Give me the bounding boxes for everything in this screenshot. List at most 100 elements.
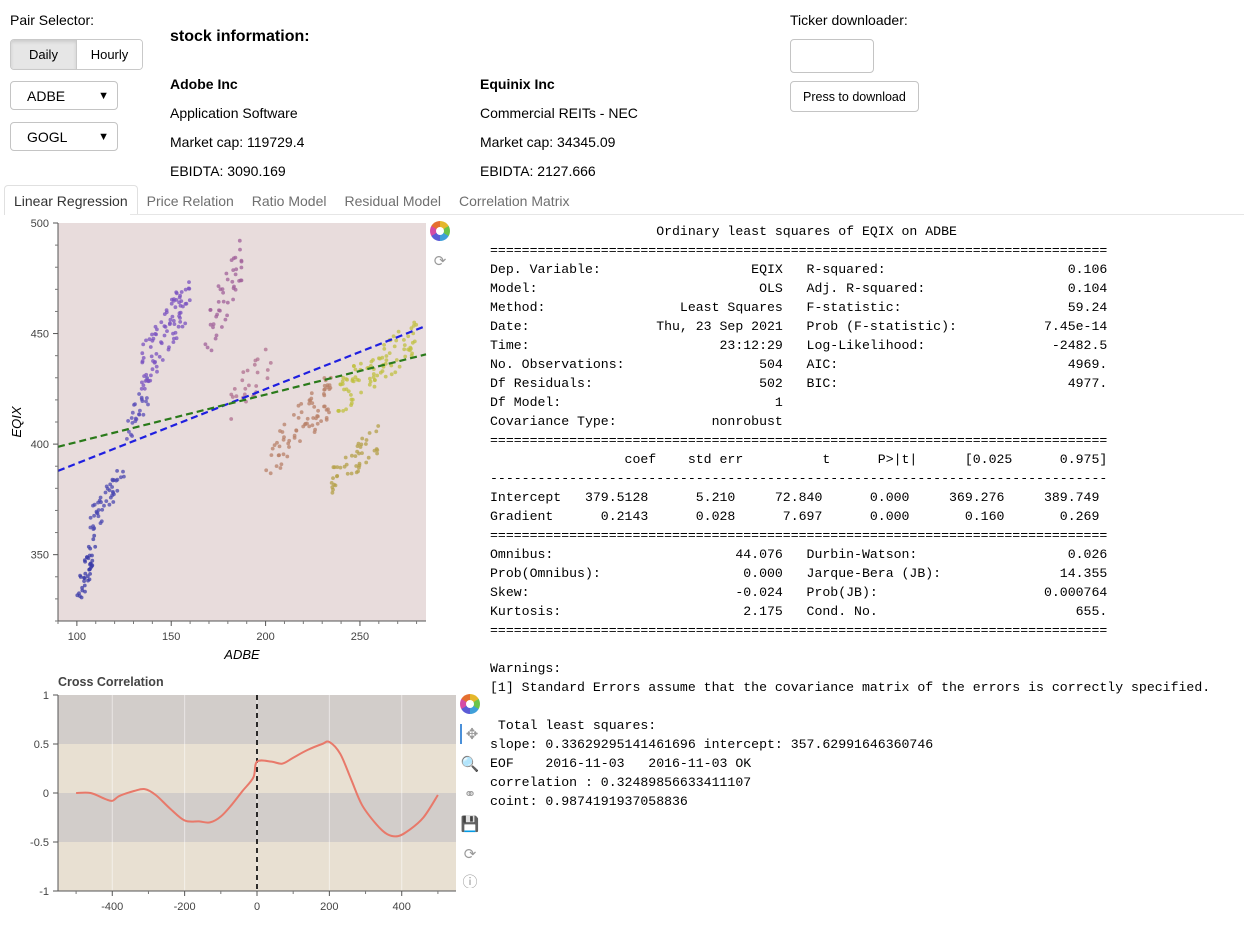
scatter-point — [231, 297, 236, 302]
regression-output-line: correlation : 0.32489856633411107 — [490, 775, 752, 790]
scatter-point — [281, 452, 286, 457]
scatter-point — [310, 423, 315, 428]
scatter-point — [174, 291, 179, 296]
regression-output-line: Total least squares: — [490, 718, 657, 733]
tab-price-relation[interactable]: Price Relation — [146, 192, 234, 209]
scatter-point — [83, 571, 88, 576]
regression-output-line: ========================================… — [490, 623, 1108, 638]
daily-button[interactable]: Daily — [11, 40, 76, 69]
scatter-point — [411, 324, 416, 328]
scatter-point — [178, 310, 183, 315]
scatter-point — [129, 416, 134, 420]
regression-output-line: Model: OLS Adj. R-squared: 0.104 — [490, 281, 1108, 296]
cc-x-tick-label: 400 — [393, 901, 411, 913]
scatter-x-tick-label: 100 — [68, 631, 86, 643]
scatter-point — [282, 422, 287, 427]
scatter-point — [350, 378, 355, 383]
scatter-point — [324, 416, 329, 420]
ticker-input[interactable] — [790, 39, 874, 73]
scatter-point — [78, 575, 83, 579]
pan-icon[interactable]: ✥ — [460, 724, 482, 744]
scatter-point — [119, 475, 123, 480]
bokeh-logo-icon[interactable] — [460, 694, 480, 714]
scatter-point — [187, 286, 192, 291]
ticker1-select[interactable]: ADBE ▼ — [10, 81, 118, 110]
scatter-point — [265, 368, 270, 372]
chevron-down-icon: ▼ — [98, 130, 109, 143]
scatter-point — [412, 320, 417, 325]
scatter-point — [322, 387, 327, 392]
scatter-point — [371, 358, 375, 362]
scatter-point — [167, 345, 171, 350]
scatter-point — [277, 453, 281, 457]
scatter-point — [406, 347, 410, 352]
scatter-point — [396, 329, 401, 334]
scatter-point — [245, 368, 250, 373]
ticker2-select[interactable]: GOGL ▼ — [10, 122, 118, 151]
scatter-point — [234, 394, 239, 399]
wheel-zoom-icon[interactable]: ⚭ — [463, 786, 477, 803]
scatter-point — [91, 537, 96, 542]
scatter-point — [326, 407, 330, 412]
regression-line-tls — [57, 353, 427, 448]
scatter-point — [213, 336, 218, 341]
scatter-point — [170, 314, 175, 319]
scatter-point — [239, 265, 244, 270]
scatter-point — [319, 419, 323, 423]
tab-linear-regression[interactable]: Linear Regression — [4, 185, 138, 215]
scatter-point — [98, 495, 103, 500]
bokeh-logo-icon[interactable] — [430, 221, 450, 241]
scatter-point — [268, 361, 273, 365]
reset-icon[interactable]: ⟳ — [463, 846, 477, 863]
download-button[interactable]: Press to download — [790, 81, 919, 112]
hourly-button[interactable]: Hourly — [76, 40, 142, 69]
reset-icon[interactable]: ⟳ — [433, 253, 447, 270]
scatter-y-tick-label: 500 — [31, 218, 49, 230]
scatter-point — [353, 367, 358, 372]
scatter-point — [88, 546, 93, 551]
regression-output-line: Prob(Omnibus): 0.000 Jarque-Bera (JB): 1… — [490, 566, 1108, 581]
scatter-point — [92, 513, 96, 518]
scatter-point — [179, 290, 184, 294]
scatter-point — [279, 462, 284, 467]
save-icon[interactable]: 💾 — [460, 816, 480, 833]
scatter-point — [254, 384, 259, 388]
scatter-point — [375, 373, 380, 378]
box-zoom-icon[interactable]: 🔍 — [460, 756, 480, 773]
scatter-point — [375, 448, 380, 452]
scatter-point — [368, 379, 373, 384]
scatter-point — [338, 465, 343, 470]
help-icon[interactable]: ⓘ — [462, 874, 478, 888]
scatter-point — [268, 471, 273, 476]
scatter-point — [344, 387, 349, 392]
scatter-point — [205, 345, 210, 350]
scatter-point — [307, 424, 312, 429]
cc-x-tick-label: 0 — [254, 901, 260, 913]
scatter-point — [340, 379, 345, 383]
scatter-point — [176, 324, 181, 329]
scatter-point — [382, 343, 386, 347]
tab-residual-model[interactable]: Residual Model — [344, 192, 441, 209]
scatter-point — [229, 258, 234, 262]
tab-ratio-model[interactable]: Ratio Model — [251, 192, 327, 209]
scatter-point — [82, 579, 86, 583]
scatter-point — [174, 336, 179, 341]
regression-scatter-plot[interactable]: 100 150 200 250 350 400 450 500 ADBE EQIX — [0, 215, 430, 667]
scatter-point — [114, 478, 119, 483]
scatter-point — [353, 375, 358, 380]
regression-output-line: Df Model: 1 — [490, 395, 783, 410]
tab-correlation-matrix[interactable]: Correlation Matrix — [458, 192, 570, 209]
scatter-point — [146, 379, 151, 384]
scatter-point — [187, 280, 191, 284]
cross-correlation-plot[interactable]: -400 -200 0 200 400 1 0.5 0 -0.5 -1 — [0, 690, 460, 920]
scatter-point — [225, 277, 230, 282]
scatter-point — [357, 451, 361, 456]
scatter-point — [380, 369, 385, 373]
scatter-point — [99, 519, 104, 524]
scatter-point — [133, 402, 137, 407]
scatter-point — [216, 284, 221, 288]
cc-y-tick-label: -0.5 — [30, 837, 49, 849]
scatter-point — [179, 299, 184, 303]
scatter-point — [108, 495, 113, 500]
scatter-point — [162, 312, 167, 316]
